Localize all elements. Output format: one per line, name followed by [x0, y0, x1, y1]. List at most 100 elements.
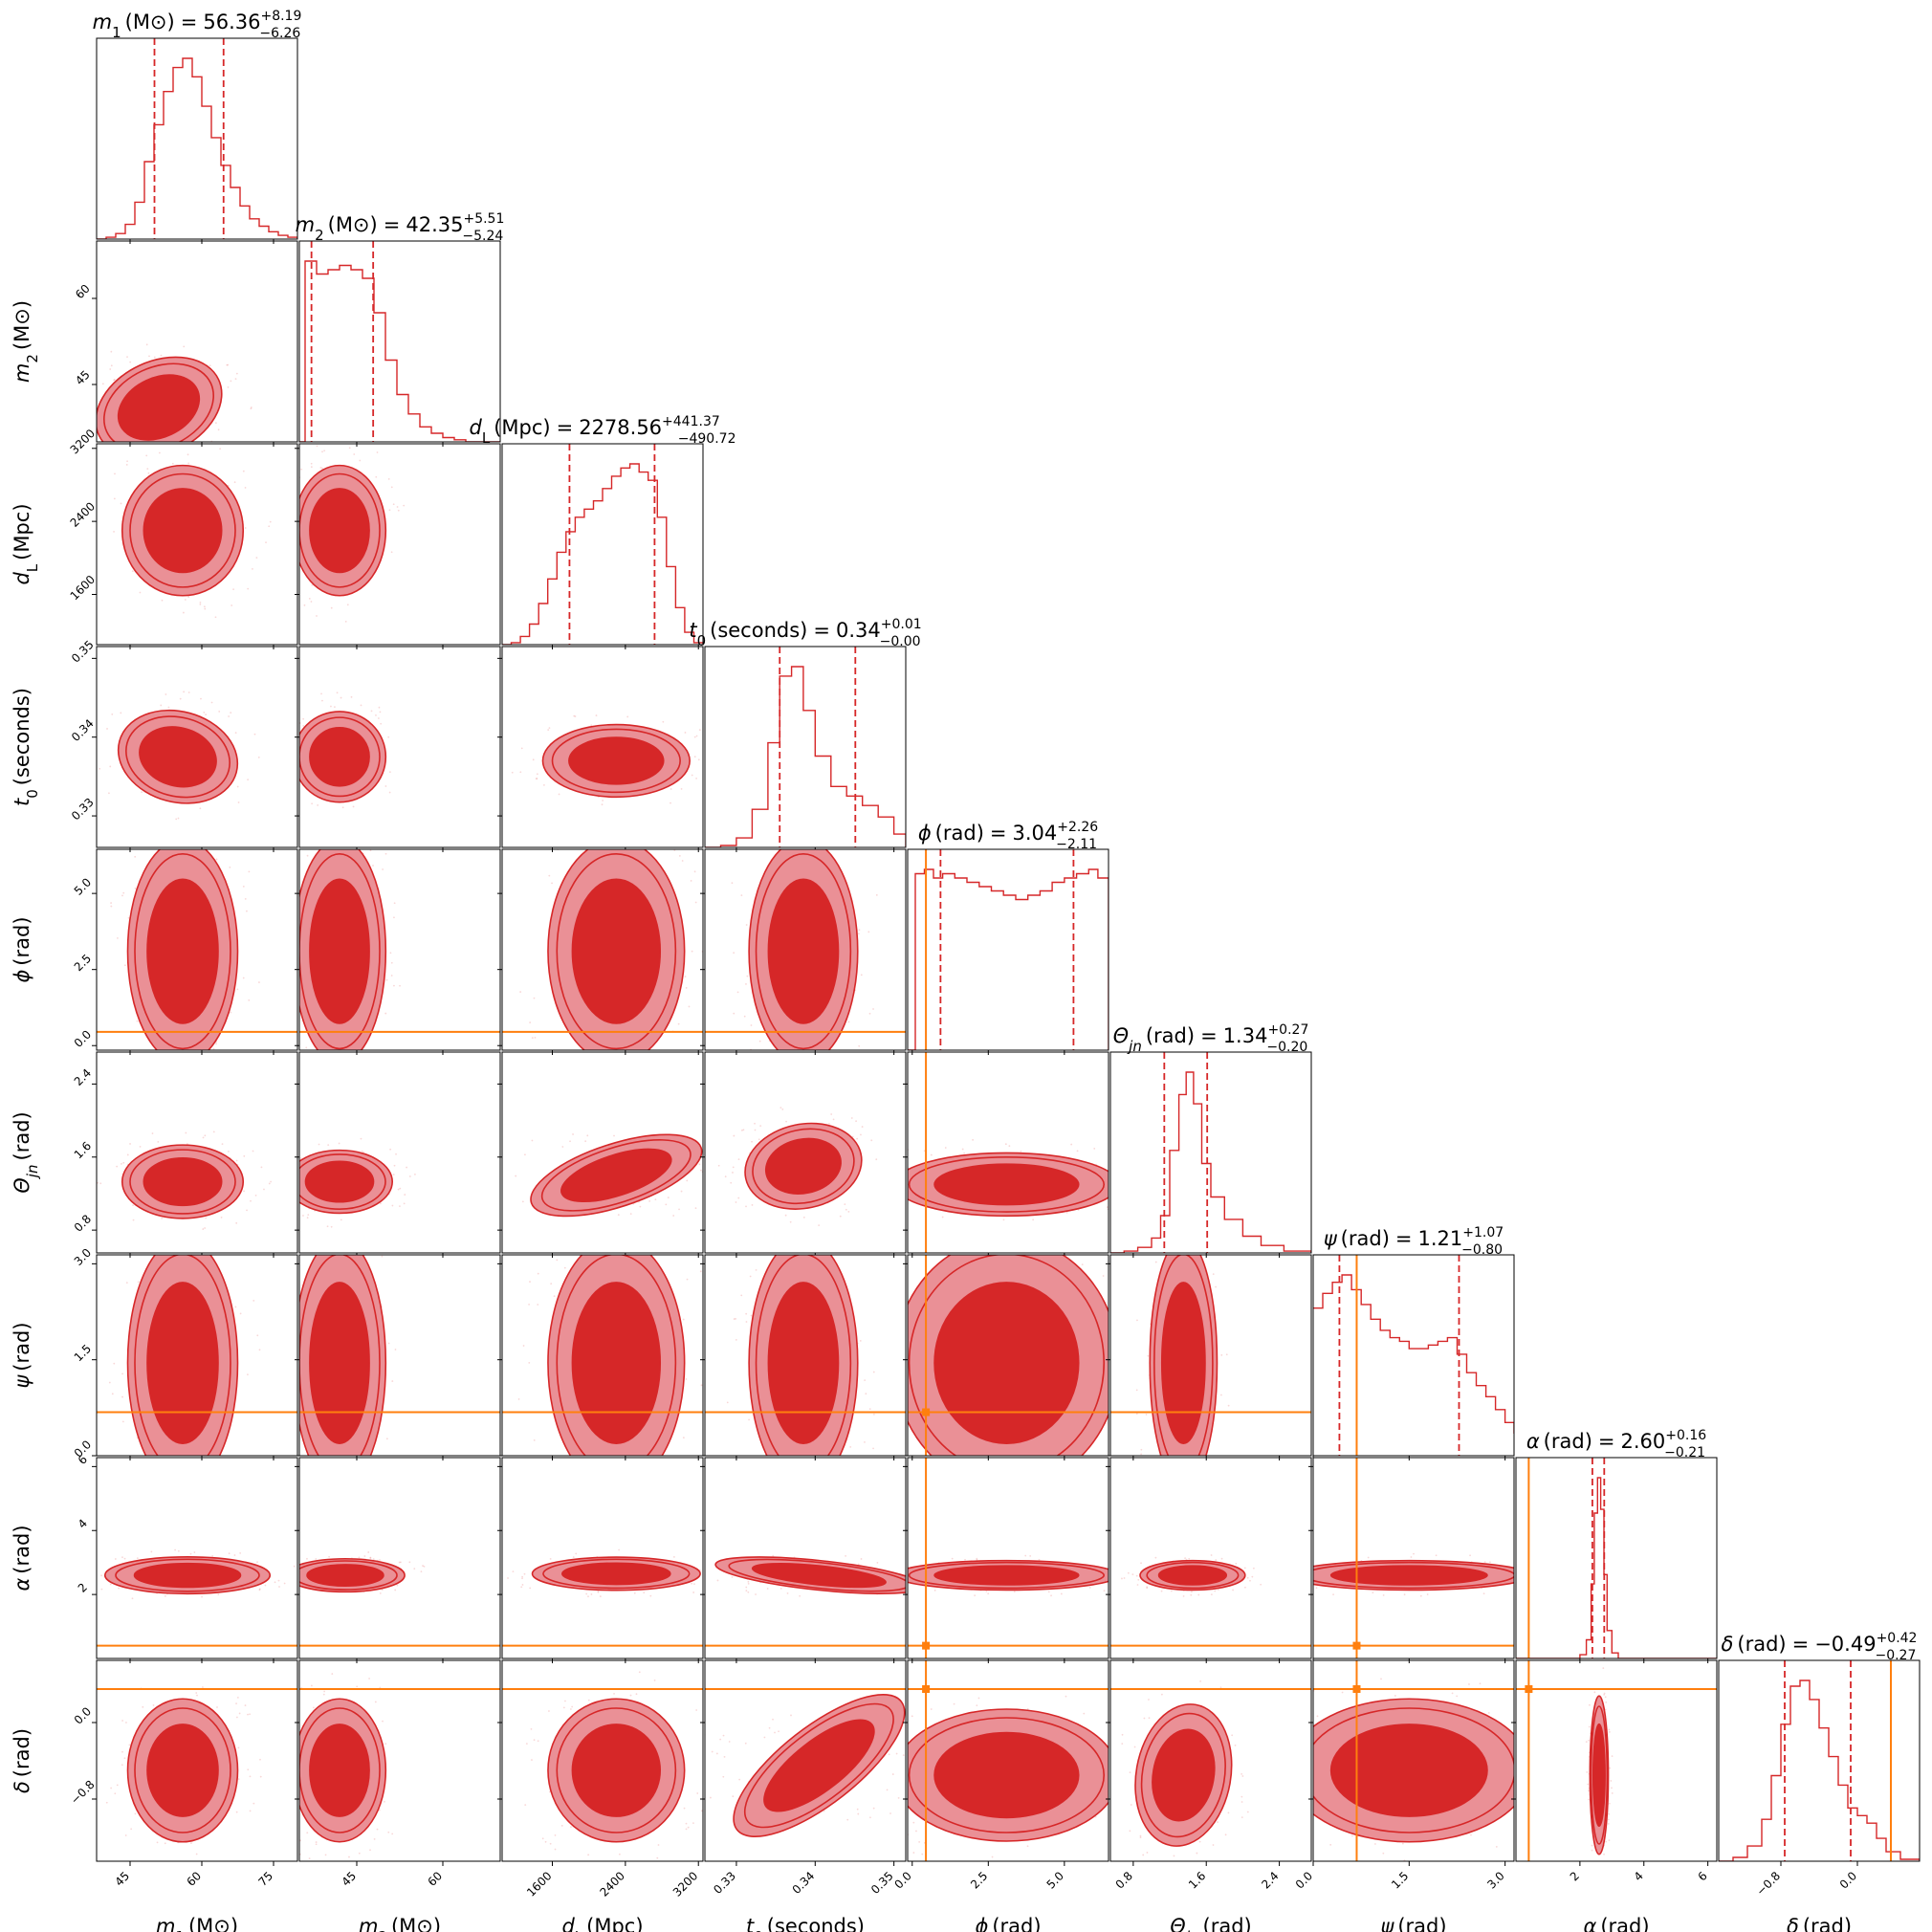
scatter-point: [686, 1179, 689, 1182]
y-axis-label-dL: dL(Mpc): [11, 503, 41, 584]
scatter-point: [318, 1245, 319, 1247]
contour-mid-alpha-vs-theta: [1146, 1561, 1240, 1590]
scatter-point: [587, 1595, 589, 1598]
scatter-point: [205, 714, 208, 715]
scatter-point: [1215, 1285, 1218, 1288]
scatter-point: [584, 1237, 586, 1239]
scatter-point: [732, 1795, 735, 1798]
y-tick-label-t0: 0.35: [69, 638, 97, 666]
scatter-point: [393, 1164, 396, 1167]
scatter-point: [1608, 1802, 1611, 1805]
scatter-point: [659, 1205, 661, 1207]
scatter-point: [674, 1067, 676, 1069]
scatter-point: [549, 1063, 551, 1065]
scatter-point: [132, 1218, 135, 1221]
scatter-point: [1304, 1851, 1306, 1853]
scatter-point: [256, 1561, 258, 1564]
scatter-point: [308, 1857, 311, 1860]
scatter-point: [126, 1483, 128, 1485]
scatter-point: [275, 758, 277, 760]
scatter-point: [915, 1830, 917, 1833]
scatter-point: [1215, 1559, 1218, 1561]
scatter-point: [388, 791, 391, 794]
scatter-point: [814, 1505, 816, 1507]
x-tick-label-dL: 2400: [597, 1869, 626, 1899]
scatter-point: [359, 1508, 361, 1510]
scatter-point: [565, 825, 567, 827]
scatter-point: [693, 870, 696, 873]
scatter-point: [204, 1227, 207, 1229]
scatter-point: [1249, 1579, 1251, 1582]
x-axis-label-m1: m1(M⊙): [156, 1915, 238, 1932]
y-axis-label-delta: δ(rad): [11, 1728, 33, 1793]
scatter-point: [680, 1190, 683, 1193]
scatter-point: [918, 1841, 921, 1843]
scatter-point: [378, 706, 381, 709]
scatter-point: [1588, 1725, 1591, 1728]
scatter-point: [384, 1482, 386, 1484]
scatter-point: [1468, 1683, 1470, 1685]
scatter-point: [849, 1445, 852, 1448]
scatter-point: [524, 1804, 527, 1806]
scatter-point: [114, 1792, 117, 1795]
scatter-point: [250, 406, 252, 408]
scatter-point: [830, 1113, 833, 1115]
scatter-point: [1135, 1567, 1137, 1569]
panel-alpha-vs-m1: [97, 1548, 297, 1647]
contour-inner-dL-vs-m2: [309, 488, 370, 574]
scatter-point: [1073, 1861, 1075, 1863]
scatter-point: [292, 505, 294, 507]
scatter-point: [1159, 1186, 1161, 1188]
scatter-point: [931, 1227, 933, 1229]
scatter-point: [1521, 1720, 1523, 1722]
scatter-point: [394, 1349, 397, 1350]
histogram-m2: [299, 260, 500, 442]
scatter-point: [114, 1558, 117, 1560]
scatter-point: [889, 1174, 890, 1175]
scatter-point: [1282, 1562, 1284, 1564]
scatter-point: [286, 496, 288, 498]
scatter-point: [731, 882, 734, 885]
scatter-point: [620, 1464, 622, 1466]
scatter-point: [171, 462, 174, 465]
scatter-point: [857, 933, 860, 935]
scatter-point: [330, 705, 332, 708]
scatter-point: [713, 1175, 714, 1176]
x-tick-label-phi: 0.0: [891, 1869, 913, 1891]
scatter-point: [384, 1012, 387, 1015]
scatter-point: [960, 1218, 962, 1220]
scatter-point: [860, 974, 863, 977]
panel-frame-psi-vs-phi: [907, 1254, 1109, 1457]
scatter-point: [1173, 1855, 1175, 1857]
truth-marker-psi-vs-phi: [922, 1408, 931, 1416]
scatter-point: [745, 1586, 748, 1589]
scatter-point: [1135, 1413, 1138, 1416]
scatter-point: [202, 1686, 204, 1688]
scatter-point: [125, 1282, 128, 1284]
scatter-point: [548, 1710, 550, 1712]
truth-marker-delta-vs-alpha: [1525, 1685, 1533, 1693]
scatter-point: [636, 1515, 638, 1517]
scatter-point: [617, 1214, 620, 1217]
scatter-point: [521, 1575, 523, 1578]
scatter-point: [376, 451, 379, 453]
scatter-point: [369, 1849, 371, 1852]
scatter-point: [587, 1854, 590, 1856]
contour-mid-delta-vs-m2: [299, 1707, 381, 1833]
scatter-point: [252, 567, 253, 570]
scatter-point: [173, 1481, 175, 1482]
scatter-point: [268, 525, 271, 528]
scatter-point: [1060, 1592, 1063, 1595]
scatter-point: [1029, 1487, 1031, 1489]
contour-inner-psi-vs-m1: [146, 1282, 219, 1444]
scatter-point: [698, 729, 701, 732]
x-tick-label-theta: 2.4: [1259, 1869, 1281, 1891]
scatter-point: [529, 1587, 532, 1590]
scatter-point: [976, 1704, 978, 1707]
scatter-point: [1602, 1667, 1605, 1669]
scatter-point: [590, 1593, 593, 1595]
scatter-point: [114, 378, 116, 381]
x-axis-label-dL: dL(Mpc): [561, 1915, 643, 1932]
scatter-point: [1143, 1717, 1146, 1720]
scatter-point: [165, 1526, 167, 1528]
